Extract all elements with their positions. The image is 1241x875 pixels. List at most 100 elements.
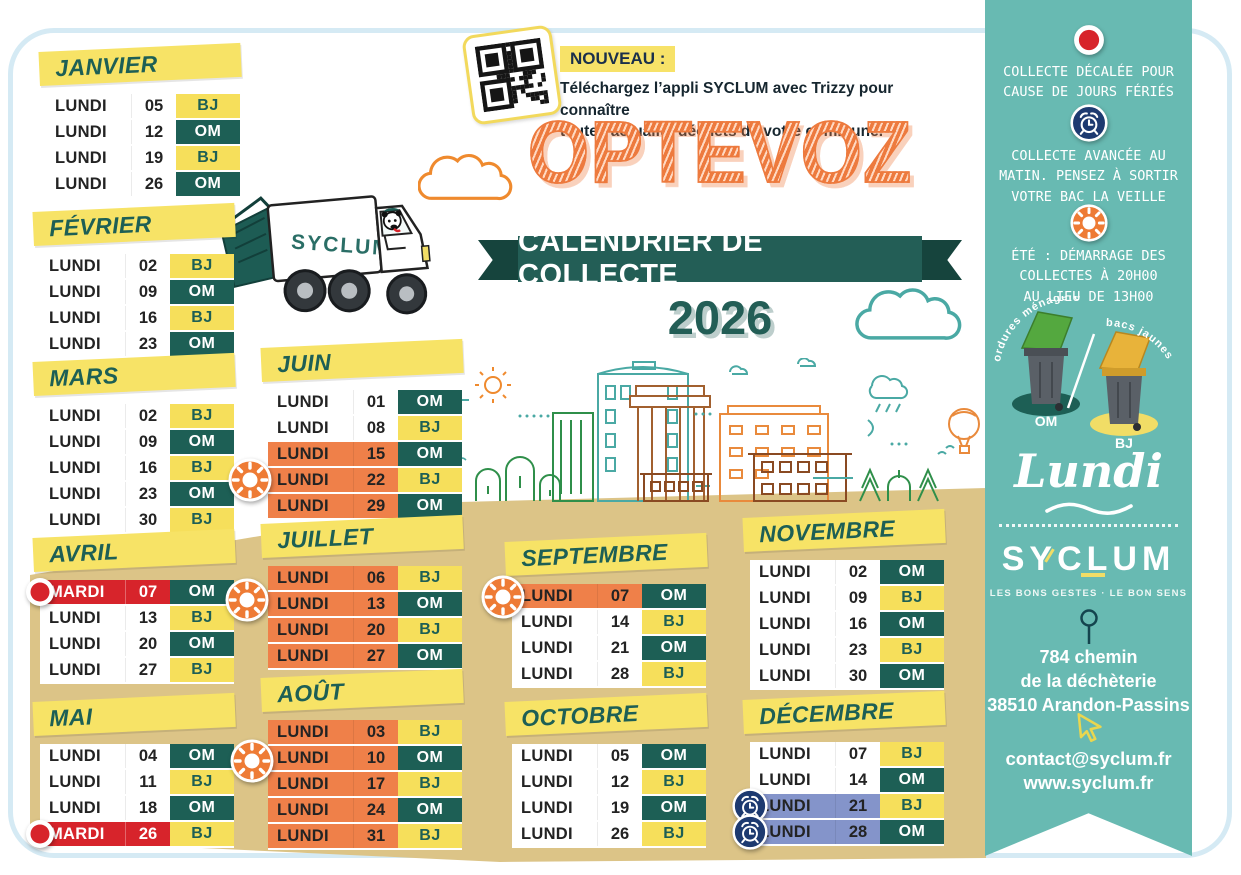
row-day-date: LUNDI 01 bbox=[268, 390, 398, 414]
row-date: 20 bbox=[138, 634, 158, 653]
row-day: LUNDI bbox=[40, 606, 126, 630]
row-day-date: LUNDI 20 bbox=[268, 618, 398, 642]
row-day-date: LUNDI 09 bbox=[40, 430, 170, 454]
collection-day-label: Lundi bbox=[1014, 444, 1163, 498]
month-name: JANVIER bbox=[54, 50, 159, 81]
row-day: LUNDI bbox=[750, 586, 836, 610]
row-date: 17 bbox=[366, 774, 386, 793]
row-date: 04 bbox=[138, 746, 158, 765]
calendar-row: LUNDI 02 BJ bbox=[40, 404, 234, 430]
row-date: 28 bbox=[848, 822, 868, 841]
calendar-row: LUNDI 05 BJ bbox=[46, 94, 240, 120]
calendar-row: LUNDI 11 BJ bbox=[40, 770, 234, 796]
calendar-banner-text: CALENDRIER DE COLLECTE bbox=[518, 226, 763, 291]
calendar-row: LUNDI 16 BJ bbox=[40, 306, 234, 332]
calendar-row: LUNDI 30 OM bbox=[750, 664, 944, 690]
row-day: LUNDI bbox=[750, 560, 836, 584]
row-day: LUNDI bbox=[268, 746, 354, 770]
row-day: LUNDI bbox=[40, 332, 126, 356]
website-link[interactable]: www.syclum.fr bbox=[1023, 772, 1154, 793]
calendar-row: LUNDI 16 OM bbox=[750, 612, 944, 638]
row-date: 09 bbox=[138, 282, 158, 301]
row-day: LUNDI bbox=[46, 120, 132, 144]
month-name: AOÛT bbox=[276, 677, 345, 707]
calendar-row: LUNDI 08 BJ bbox=[268, 416, 462, 442]
row-day-date: LUNDI 07 bbox=[750, 742, 880, 766]
row-day: MARDI bbox=[40, 580, 126, 604]
row-date: 13 bbox=[138, 608, 158, 627]
month-table: LUNDI 05 OM LUNDI 12 BJ LUNDI 19 OM LUND… bbox=[512, 744, 706, 848]
row-day: LUNDI bbox=[512, 744, 598, 768]
row-date: 08 bbox=[366, 418, 386, 437]
calendar-row: LUNDI 19 OM bbox=[512, 796, 706, 822]
collection-type-badge: OM bbox=[880, 664, 944, 688]
collection-type-badge: OM bbox=[880, 820, 944, 844]
row-day-date: LUNDI 21 bbox=[750, 794, 880, 818]
row-day-date: LUNDI 27 bbox=[268, 644, 398, 668]
month-name: OCTOBRE bbox=[520, 699, 640, 731]
bins-illustration: OM BJ ordures ménagères bacs jaunes bbox=[985, 287, 1192, 461]
row-day: LUNDI bbox=[40, 306, 126, 330]
row-date: 12 bbox=[610, 772, 630, 791]
row-day: LUNDI bbox=[268, 798, 354, 822]
calendar-row: LUNDI 19 BJ bbox=[46, 146, 240, 172]
row-date: 27 bbox=[138, 660, 158, 679]
collection-type-badge: OM bbox=[880, 612, 944, 636]
row-date: 27 bbox=[366, 646, 386, 665]
calendar-year: 2026 bbox=[667, 291, 773, 344]
collection-type-badge: OM bbox=[170, 332, 234, 356]
calendar-row: LUNDI 30 BJ bbox=[40, 508, 234, 534]
collection-type-badge: OM bbox=[170, 744, 234, 768]
row-day: LUNDI bbox=[40, 796, 126, 820]
row-date: 21 bbox=[848, 796, 868, 815]
row-date: 31 bbox=[366, 826, 386, 845]
row-day: LUNDI bbox=[40, 770, 126, 794]
row-date: 01 bbox=[366, 392, 386, 411]
row-date: 26 bbox=[144, 174, 164, 193]
row-day: LUNDI bbox=[512, 822, 598, 846]
calendar-row: LUNDI 01 OM bbox=[268, 390, 462, 416]
row-day-date: LUNDI 02 bbox=[750, 560, 880, 584]
calendar-row: LUNDI 22 BJ bbox=[268, 468, 462, 494]
month-table: MARDI 07 OM LUNDI 13 BJ LUNDI 20 OM LUND… bbox=[26, 578, 234, 684]
row-day-date: LUNDI 16 bbox=[40, 456, 170, 480]
row-date: 20 bbox=[366, 620, 386, 639]
row-date: 16 bbox=[138, 308, 158, 327]
row-date: 07 bbox=[138, 582, 158, 601]
calendar-row: MARDI 07 OM bbox=[26, 578, 234, 606]
syclum-logo-text: SYCLUM bbox=[1001, 540, 1176, 578]
holiday-dot-icon bbox=[25, 819, 55, 849]
contact-email[interactable]: contact@syclum.fr bbox=[1005, 748, 1172, 769]
alarm-clock-icon bbox=[985, 104, 1192, 142]
collection-type-badge: OM bbox=[398, 494, 462, 518]
row-day-date: LUNDI 24 bbox=[268, 798, 398, 822]
address-text: 784 chemin de la déchèterie 38510 Arando… bbox=[987, 647, 1190, 715]
month-name: NOVEMBRE bbox=[758, 514, 896, 547]
collection-type-badge: OM bbox=[398, 442, 462, 466]
row-day: LUNDI bbox=[40, 632, 126, 656]
summer-sun-icon bbox=[230, 739, 274, 783]
collection-type-badge: BJ bbox=[170, 306, 234, 330]
calendar-row: LUNDI 20 BJ bbox=[268, 618, 462, 644]
legend-holiday-text: COLLECTE DÉCALÉE POUR CAUSE DE JOURS FÉR… bbox=[1003, 64, 1174, 101]
row-day: LUNDI bbox=[268, 566, 354, 590]
row-day-date: LUNDI 30 bbox=[750, 664, 880, 688]
calendar-row: LUNDI 12 OM bbox=[46, 120, 240, 146]
row-date: 18 bbox=[138, 798, 158, 817]
collection-type-badge: BJ bbox=[880, 794, 944, 818]
row-day-date: LUNDI 22 bbox=[268, 468, 398, 492]
collection-type-badge: BJ bbox=[176, 94, 240, 118]
row-day-date: LUNDI 23 bbox=[750, 638, 880, 662]
calendar-row: LUNDI 14 OM bbox=[750, 768, 944, 794]
calendar-row: LUNDI 21 OM bbox=[512, 636, 706, 662]
row-day: LUNDI bbox=[268, 416, 354, 440]
row-day-date: MARDI 07 bbox=[40, 580, 170, 604]
row-day: LUNDI bbox=[268, 468, 354, 492]
month-table: LUNDI 06 BJ LUNDI 13 OM LUNDI 20 BJ LUND… bbox=[268, 566, 462, 670]
row-date: 09 bbox=[848, 588, 868, 607]
row-date: 09 bbox=[138, 432, 158, 451]
row-day: LUNDI bbox=[40, 744, 126, 768]
row-date: 23 bbox=[138, 334, 158, 353]
logo-accent bbox=[1081, 573, 1105, 577]
